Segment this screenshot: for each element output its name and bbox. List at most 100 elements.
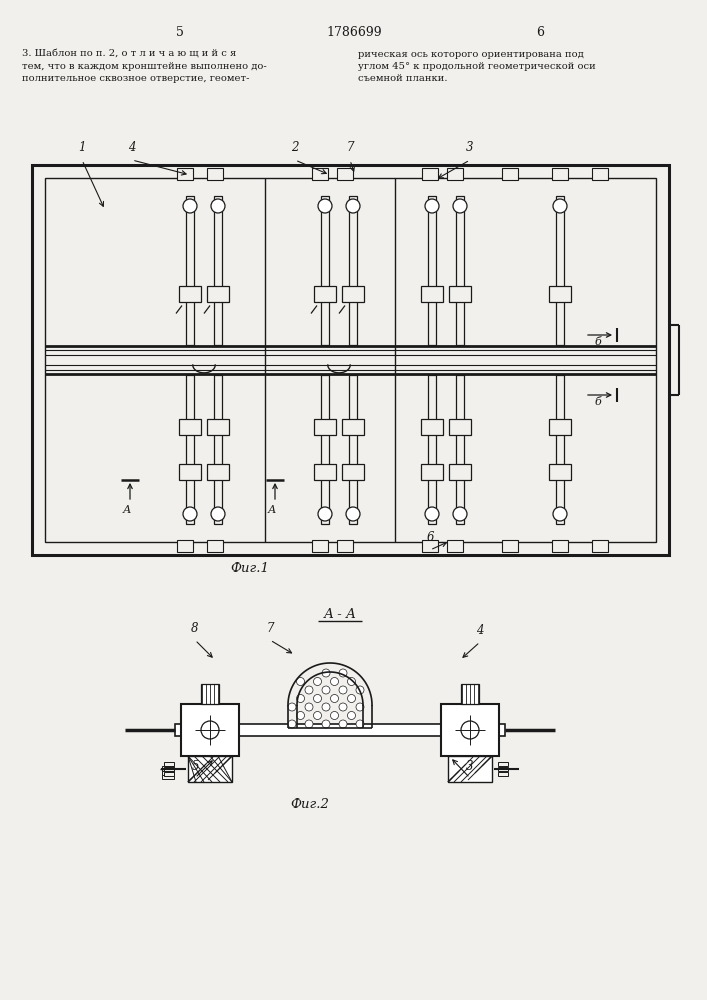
Text: б: б: [595, 337, 602, 347]
Circle shape: [183, 199, 197, 213]
Circle shape: [553, 507, 567, 521]
Circle shape: [425, 199, 439, 213]
Bar: [461, 684, 479, 704]
Bar: [449, 464, 471, 480]
Bar: [552, 168, 568, 180]
Bar: [498, 767, 508, 771]
Circle shape: [346, 199, 360, 213]
Circle shape: [330, 678, 339, 686]
Bar: [179, 286, 201, 302]
Bar: [502, 168, 518, 180]
Text: 2: 2: [291, 141, 299, 154]
Text: 5: 5: [192, 760, 199, 773]
Circle shape: [211, 199, 225, 213]
Bar: [186, 196, 194, 345]
Circle shape: [296, 678, 305, 686]
Bar: [337, 168, 353, 180]
Bar: [447, 168, 463, 180]
Text: 3: 3: [466, 141, 474, 154]
Text: 6: 6: [426, 531, 434, 544]
Text: б: б: [595, 397, 602, 407]
Bar: [164, 762, 174, 766]
Bar: [164, 767, 174, 771]
Bar: [428, 375, 436, 524]
Text: 3: 3: [466, 760, 474, 773]
Bar: [342, 464, 364, 480]
Bar: [312, 540, 328, 552]
Bar: [349, 196, 357, 345]
Circle shape: [305, 686, 313, 694]
Bar: [45, 178, 656, 542]
Bar: [312, 168, 328, 180]
Bar: [498, 762, 508, 766]
Bar: [186, 375, 194, 524]
Bar: [314, 286, 336, 302]
Circle shape: [318, 199, 332, 213]
Bar: [175, 724, 505, 736]
Bar: [349, 375, 357, 524]
Text: рическая ось которого ориентирована под
углом 45° к продольной геометрической ос: рическая ось которого ориентирована под …: [358, 50, 596, 83]
Text: А: А: [123, 505, 132, 515]
Bar: [498, 772, 508, 776]
Circle shape: [183, 507, 197, 521]
Circle shape: [322, 720, 330, 728]
Circle shape: [348, 678, 356, 686]
Circle shape: [425, 507, 439, 521]
Text: 8: 8: [192, 622, 199, 635]
Text: 4: 4: [128, 141, 136, 154]
Circle shape: [201, 721, 219, 739]
Text: А: А: [268, 505, 276, 515]
Text: 7: 7: [346, 141, 354, 154]
Bar: [207, 540, 223, 552]
Bar: [207, 464, 229, 480]
Bar: [549, 286, 571, 302]
Circle shape: [211, 507, 225, 521]
Bar: [207, 168, 223, 180]
Bar: [456, 196, 464, 345]
Bar: [428, 196, 436, 345]
Text: Фиг.2: Фиг.2: [291, 798, 329, 812]
Bar: [321, 375, 329, 524]
Circle shape: [322, 669, 330, 677]
Circle shape: [453, 199, 467, 213]
Bar: [449, 418, 471, 434]
Circle shape: [553, 199, 567, 213]
Circle shape: [461, 721, 479, 739]
Bar: [162, 766, 174, 771]
Bar: [314, 418, 336, 434]
Bar: [314, 464, 336, 480]
Bar: [342, 418, 364, 434]
Bar: [181, 704, 239, 756]
Circle shape: [330, 712, 339, 720]
Bar: [456, 375, 464, 524]
Circle shape: [346, 507, 360, 521]
Bar: [422, 540, 438, 552]
Bar: [214, 196, 222, 345]
Bar: [549, 418, 571, 434]
Bar: [422, 168, 438, 180]
Bar: [179, 418, 201, 434]
Text: 5: 5: [176, 25, 184, 38]
Circle shape: [339, 703, 347, 711]
Bar: [342, 286, 364, 302]
Circle shape: [288, 720, 296, 728]
Circle shape: [296, 712, 305, 720]
Bar: [447, 540, 463, 552]
Circle shape: [356, 720, 364, 728]
Bar: [179, 464, 201, 480]
Bar: [162, 770, 174, 775]
Bar: [207, 418, 229, 434]
Bar: [592, 168, 608, 180]
Circle shape: [322, 686, 330, 694]
Circle shape: [356, 686, 364, 694]
Circle shape: [313, 678, 322, 686]
Bar: [32, 165, 669, 555]
Bar: [502, 540, 518, 552]
Bar: [214, 375, 222, 524]
Bar: [556, 196, 564, 345]
Circle shape: [339, 669, 347, 677]
Text: 4: 4: [477, 624, 484, 637]
Bar: [449, 286, 471, 302]
Circle shape: [313, 694, 322, 702]
Bar: [164, 772, 174, 776]
